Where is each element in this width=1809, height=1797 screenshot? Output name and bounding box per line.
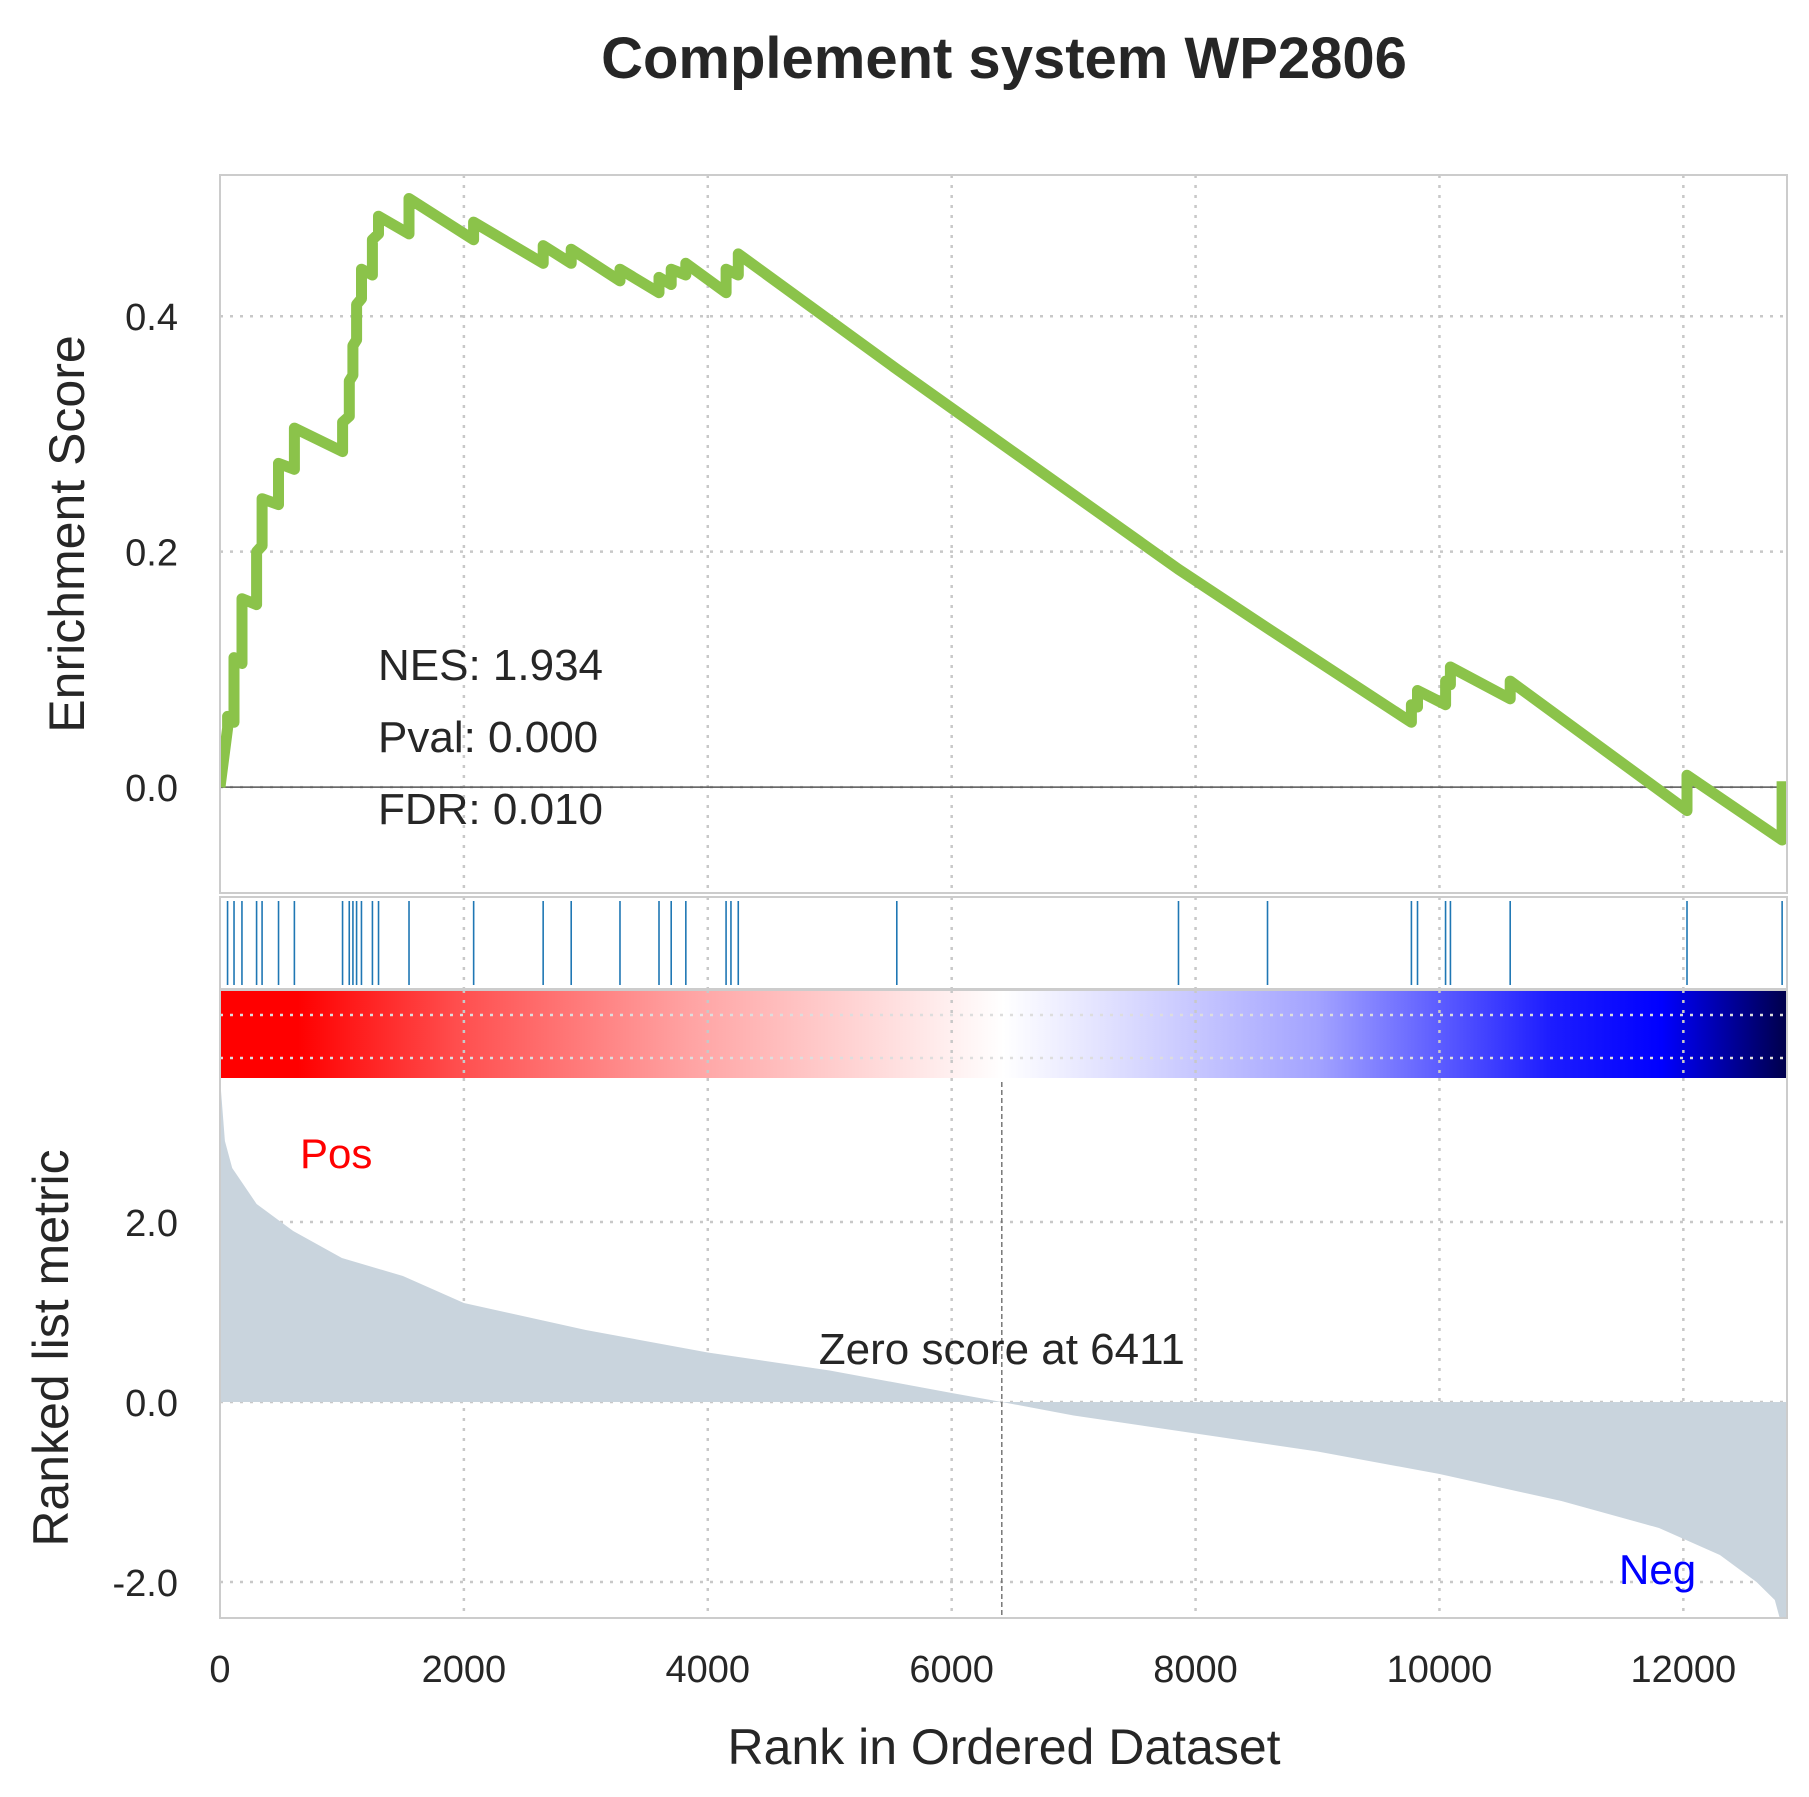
hit-markers: [226, 901, 1783, 985]
hits-panel: [219, 896, 1788, 990]
x-tick-label: 0: [209, 1649, 230, 1691]
enrichment-frame: [219, 174, 1788, 894]
x-tick-label: 2000: [422, 1649, 507, 1691]
colorbar-grid: [220, 990, 1787, 1078]
enrichment-y-label: Enrichment Score: [39, 335, 95, 732]
ranked-frame: [219, 989, 1788, 1619]
x-tick-label: 6000: [909, 1649, 994, 1691]
ranked-panel: -2.0 0.0 2.0 Zero score at 6411 Pos Neg Ra…: [23, 989, 1788, 1619]
enrichment-panel: 0.0 0.2 0.4 NES: 1.934 Pval: 0.000 FDR: 0.…: [39, 174, 1788, 894]
zero-score-label: Zero score at 6411: [819, 1325, 1185, 1374]
enrichment-score-line: [220, 193, 1787, 846]
x-axis-label: Rank in Ordered Dataset: [727, 1719, 1280, 1775]
enrichment-y-tick-label: 0.2: [125, 533, 178, 575]
ranked-y-ticks: -2.0 0.0 2.0: [113, 1203, 178, 1605]
pos-label: Pos: [300, 1130, 372, 1177]
ranked-y-tick-label: 0.0: [125, 1383, 178, 1425]
enrichment-y-tick-label: 0.0: [125, 768, 178, 810]
ranked-y-tick-label: -2.0: [113, 1563, 178, 1605]
rank-colorbar: [220, 990, 1787, 1078]
x-tick-label: 8000: [1153, 1649, 1238, 1691]
enrichment-y-tick-label: 0.4: [125, 297, 178, 339]
hits-plot-area: [220, 897, 1787, 989]
enrichment-y-ticks: 0.0 0.2 0.4: [125, 297, 178, 810]
rank-colorbar-gradient: [220, 990, 1787, 1078]
ranked-metric-area: [220, 1078, 1787, 1618]
x-tick-label: 12000: [1631, 1649, 1737, 1691]
x-tick-label: 4000: [666, 1649, 751, 1691]
enrichment-plot-area: [220, 175, 1787, 893]
stat-nes: NES: 1.934: [378, 641, 603, 690]
ranked-y-tick-label: 2.0: [125, 1203, 178, 1245]
stat-fdr: FDR: 0.010: [378, 785, 603, 834]
chart-title: Complement system WP2806: [601, 26, 1407, 91]
x-tick-label: 10000: [1387, 1649, 1493, 1691]
x-axis-ticks: 0 2000 4000 6000 8000 10000 12000: [209, 1649, 1736, 1691]
neg-label: Neg: [1619, 1546, 1696, 1593]
ranked-y-label: Ranked list metric: [23, 1149, 79, 1546]
stat-pval: Pval: 0.000: [378, 713, 598, 762]
